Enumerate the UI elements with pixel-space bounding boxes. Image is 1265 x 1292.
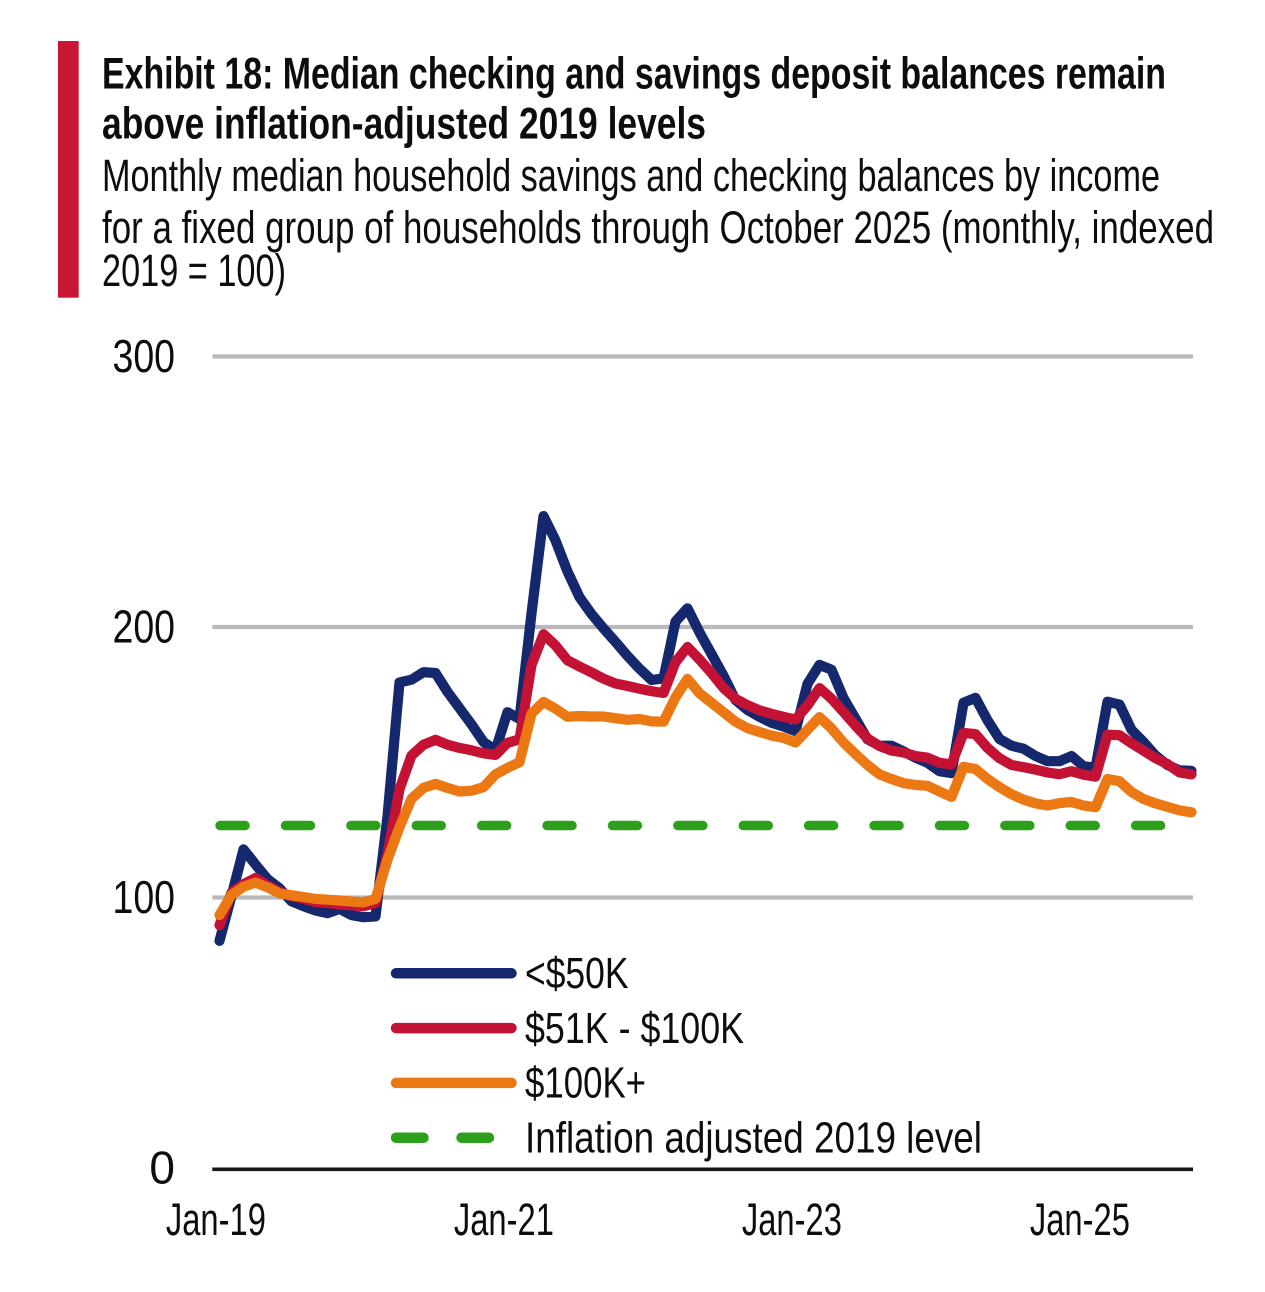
svg-text:$51K - $100K: $51K - $100K — [525, 1004, 744, 1053]
svg-text:Jan-25: Jan-25 — [1030, 1194, 1130, 1245]
svg-text:Monthly median household savin: Monthly median household savings and che… — [102, 150, 1160, 201]
svg-text:Jan-21: Jan-21 — [454, 1194, 554, 1245]
svg-text:200: 200 — [113, 600, 176, 652]
svg-text:300: 300 — [113, 330, 176, 382]
svg-text:$100K+: $100K+ — [525, 1059, 646, 1108]
svg-text:Jan-23: Jan-23 — [742, 1194, 842, 1245]
svg-text:2019 = 100): 2019 = 100) — [102, 245, 286, 296]
svg-text:Exhibit 18: Median checking an: Exhibit 18: Median checking and savings … — [102, 49, 1166, 98]
svg-text:Inflation adjusted 2019 level: Inflation adjusted 2019 level — [525, 1114, 982, 1163]
svg-text:Jan-19: Jan-19 — [166, 1194, 266, 1245]
svg-text:0: 0 — [149, 1141, 175, 1193]
svg-text:<$50K: <$50K — [525, 949, 629, 998]
svg-text:100: 100 — [113, 871, 176, 923]
svg-text:for a fixed group of household: for a fixed group of households through … — [102, 202, 1214, 253]
svg-text:above inflation-adjusted 2019: above inflation-adjusted 2019 levels — [102, 100, 706, 149]
